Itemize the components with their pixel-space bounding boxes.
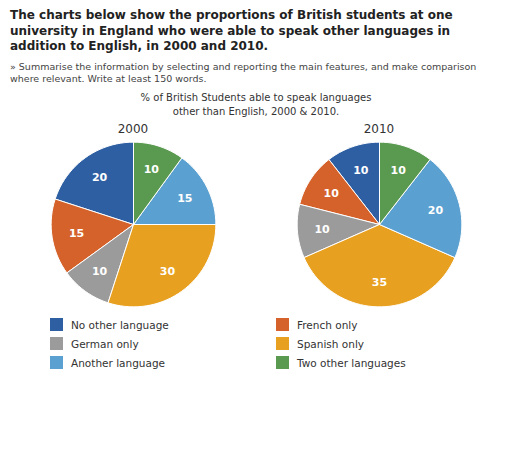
html-text:French only: French only — [297, 319, 358, 331]
html-text:Spanish only: Spanish only — [297, 338, 364, 350]
html-text:% of British Students able to: % of British Students able to speak lang… — [140, 92, 372, 104]
svg-text:10: 10 — [353, 164, 369, 177]
html-text:Two other languages: Two other languages — [297, 357, 406, 369]
html-text:2000: 2000 — [117, 122, 149, 137]
svg-text:10: 10 — [92, 265, 108, 278]
html-text:Another language: Another language — [71, 357, 165, 369]
html-text:The charts below show the prop: The charts below show the proportions of… — [10, 8, 453, 54]
svg-text:10: 10 — [314, 223, 330, 236]
svg-text:20: 20 — [428, 204, 444, 217]
html-text:No other language: No other language — [71, 319, 169, 331]
svg-text:30: 30 — [160, 265, 176, 278]
html-text:other than English, 2000 & 201: other than English, 2000 & 2010. — [172, 106, 340, 117]
svg-text:15: 15 — [177, 192, 192, 205]
html-text:» Summarise the information by: » Summarise the information by selecting… — [10, 60, 477, 85]
svg-text:20: 20 — [92, 172, 108, 185]
html-text:German only: German only — [71, 338, 139, 350]
svg-text:10: 10 — [144, 164, 160, 177]
svg-text:35: 35 — [372, 276, 387, 289]
svg-text:15: 15 — [69, 228, 84, 241]
svg-text:10: 10 — [391, 164, 407, 177]
html-text:2010: 2010 — [363, 122, 395, 137]
svg-text:10: 10 — [324, 187, 340, 200]
